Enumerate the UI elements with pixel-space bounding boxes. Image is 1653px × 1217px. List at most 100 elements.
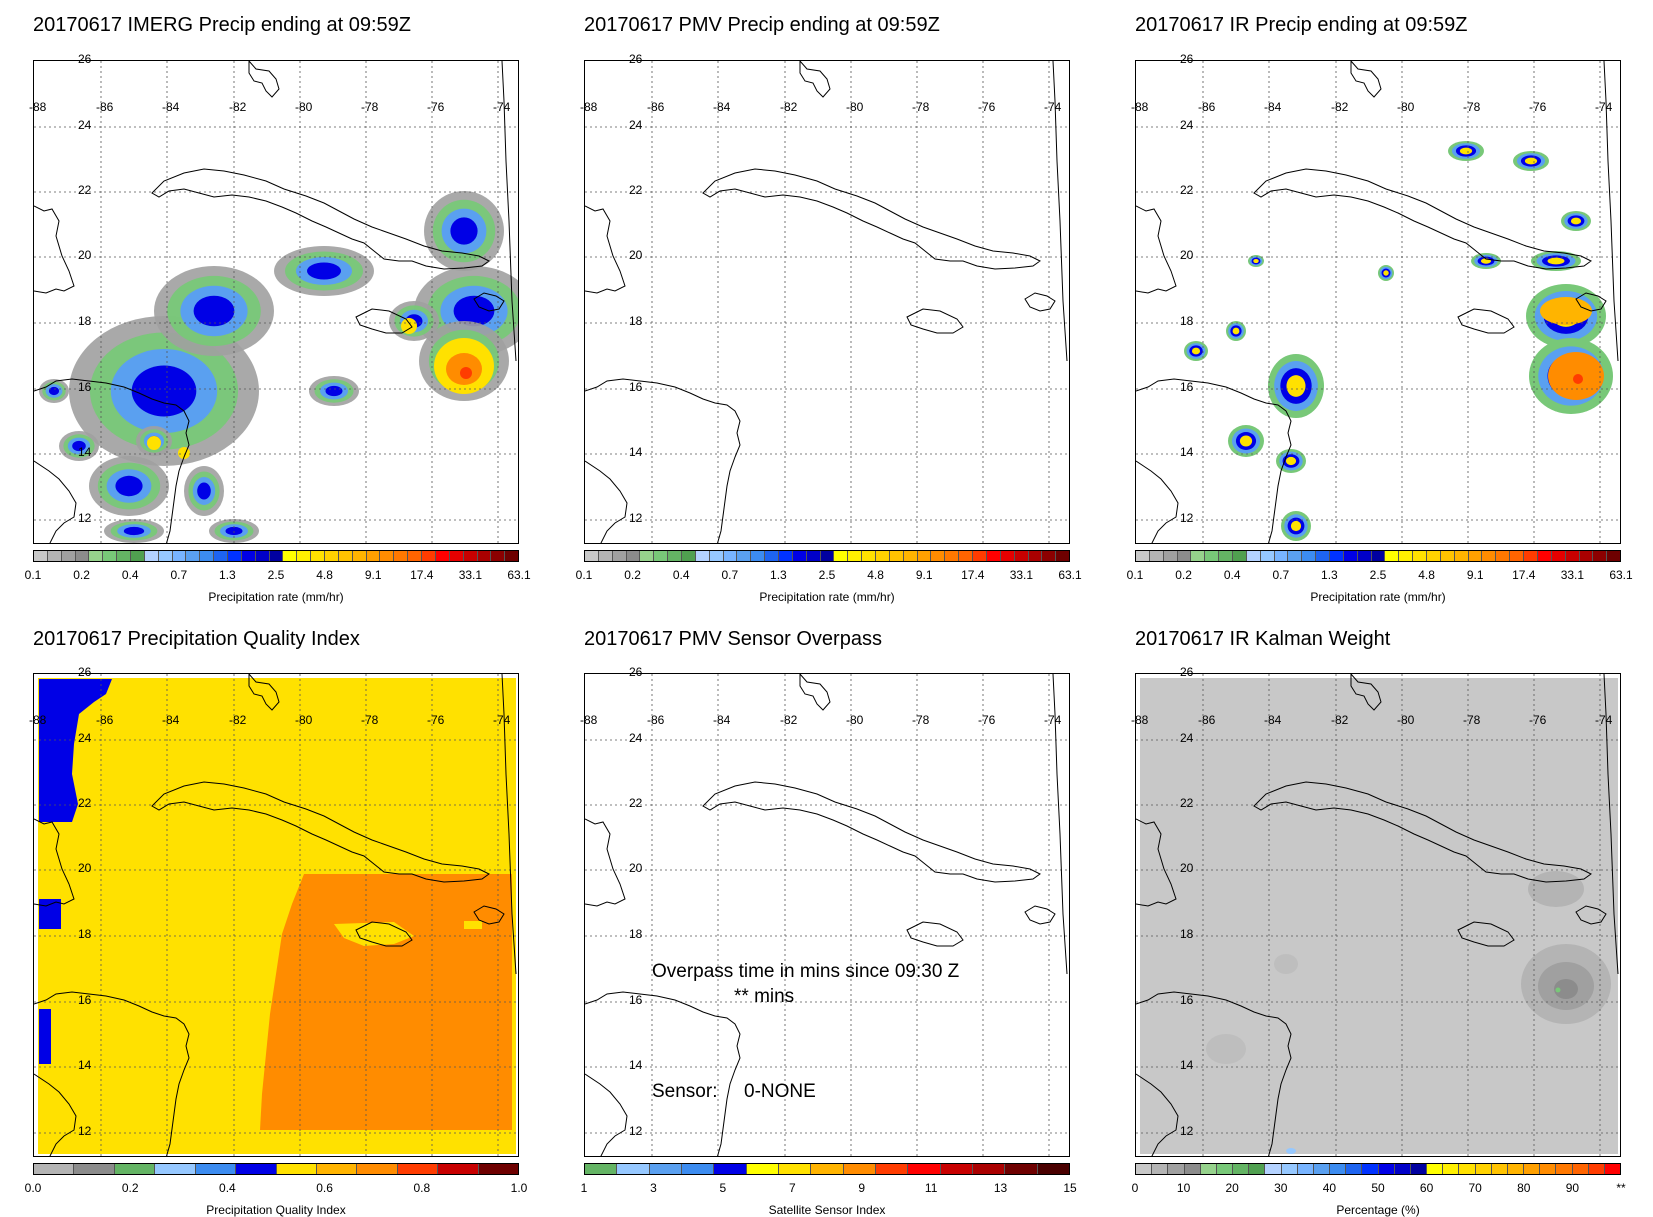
coastline	[34, 991, 190, 1156]
longitude-label: -74	[1595, 100, 1613, 114]
map-ir	[1135, 60, 1621, 544]
coastline	[585, 378, 741, 543]
longitude-label: -88	[1131, 100, 1149, 114]
colorbar-swatch	[1168, 1164, 1185, 1174]
colorbar-swatch	[380, 551, 395, 561]
latitude-label: 24	[1180, 118, 1194, 132]
sensor-value: 0-NONE	[744, 1081, 816, 1102]
coastline	[1136, 460, 1179, 543]
coastline	[248, 674, 280, 711]
colorbar-swatch	[463, 551, 478, 561]
colorbar-swatch	[862, 551, 877, 561]
colorbar-swatch	[408, 551, 423, 561]
colorbar-swatch	[1056, 551, 1070, 561]
latitude-label: 20	[629, 248, 643, 262]
latitude-label: 16	[78, 993, 92, 1007]
coastline	[1052, 61, 1068, 362]
precip-core	[460, 367, 472, 379]
longitude-label: -88	[29, 713, 47, 727]
colorbar-swatch	[397, 1164, 439, 1174]
latitude-label: 26	[1180, 52, 1194, 66]
colorbar-swatch	[1316, 551, 1331, 561]
ir-precip-cell	[1459, 147, 1473, 155]
colorbar-swatch	[626, 551, 641, 561]
colorbar-tick-label: 0.2	[624, 568, 641, 582]
colorbar-swatch	[945, 551, 960, 561]
colorbar-swatch	[1572, 1164, 1589, 1174]
colorbar-swatch	[709, 551, 724, 561]
coastline	[585, 460, 628, 543]
quality-blue-region	[39, 1009, 51, 1064]
ir-precip-core	[1573, 374, 1583, 384]
colorbar-tick-label: 1.3	[219, 568, 236, 582]
colorbar-swatch	[640, 551, 655, 561]
colorbar-swatch	[75, 551, 90, 561]
colorbar-tick-label: 3	[650, 1181, 657, 1195]
colorbar-swatch	[297, 551, 312, 561]
coastline	[1457, 308, 1515, 334]
colorbar-tick-label: 0.8	[413, 1181, 431, 1195]
colorbar-tick-label: 0.4	[121, 568, 139, 582]
colorbar-tick-label: 9	[858, 1181, 866, 1195]
colorbar-tick-label: 33.1	[458, 568, 483, 582]
colorbar-swatch	[1413, 551, 1428, 561]
colorbar-swatch	[1454, 551, 1469, 561]
latitude-label: 18	[1180, 314, 1194, 328]
latitude-label: 26	[78, 52, 92, 66]
colorbar-tick-label: 2.5	[1369, 568, 1387, 582]
colorbar-swatch	[1313, 1164, 1331, 1174]
colorbar-swatch	[973, 551, 987, 561]
latitude-label: 12	[78, 1124, 92, 1138]
colorbar-swatch	[903, 551, 918, 561]
latitude-label: 20	[629, 861, 643, 875]
colorbar-swatch	[792, 551, 807, 561]
longitude-label: -82	[1331, 713, 1349, 727]
colorbar-swatch	[1246, 551, 1261, 561]
colorbar-swatch	[491, 551, 506, 561]
coastline	[585, 818, 626, 907]
longitude-label: -82	[229, 100, 247, 114]
colorbar-swatch	[186, 551, 201, 561]
coastline	[1253, 781, 1592, 883]
colorbar-swatch	[172, 551, 187, 561]
longitude-label: -86	[96, 100, 114, 114]
latitude-label: 26	[629, 52, 643, 66]
colorbar-swatch	[311, 551, 326, 561]
colorbar-swatch	[1593, 551, 1608, 561]
colorbar-swatch	[394, 551, 409, 561]
colorbar-swatch	[848, 551, 863, 561]
panel-title: 20170617 IR Precip ending at 09:59Z	[1135, 14, 1468, 36]
colorbar-swatch	[1152, 1164, 1169, 1174]
colorbar-swatch	[357, 1164, 398, 1174]
colorbar-swatch	[366, 551, 381, 561]
colorbar-swatch	[1200, 1164, 1217, 1174]
colorbar-tick-label: 1.3	[770, 568, 787, 582]
longitude-label: -88	[1131, 713, 1149, 727]
colorbar-swatch	[114, 1164, 156, 1174]
precip-cell	[197, 482, 211, 500]
colorbar-swatch	[695, 551, 710, 561]
longitude-label: -84	[162, 713, 180, 727]
latitude-label: 14	[78, 445, 92, 459]
coastline	[1136, 991, 1292, 1156]
latitude-label: 16	[1180, 993, 1194, 1007]
longitude-label: -76	[427, 100, 445, 114]
latitude-label: 14	[78, 1058, 92, 1072]
colorbar-tick-label: 63.1	[1058, 568, 1082, 582]
coastline	[702, 168, 1041, 270]
latitude-label: 14	[1180, 445, 1194, 459]
colorbar-swatch	[806, 551, 821, 561]
colorbar-swatch	[751, 551, 766, 561]
latitude-label: 22	[1180, 183, 1194, 197]
colorbar-swatch	[1037, 1164, 1069, 1174]
colorbar-swatch	[1537, 551, 1552, 561]
map-canvas	[34, 674, 518, 1156]
colorbar-swatch	[1475, 1164, 1492, 1174]
colorbar-tick-label: 9.1	[364, 568, 382, 582]
colorbar-tick-label: 7	[788, 1181, 796, 1195]
longitude-label: -76	[427, 713, 445, 727]
coastline	[1136, 378, 1292, 543]
latitude-label: 16	[78, 380, 92, 394]
longitude-label: -86	[647, 100, 665, 114]
colorbar-swatch	[117, 551, 132, 561]
